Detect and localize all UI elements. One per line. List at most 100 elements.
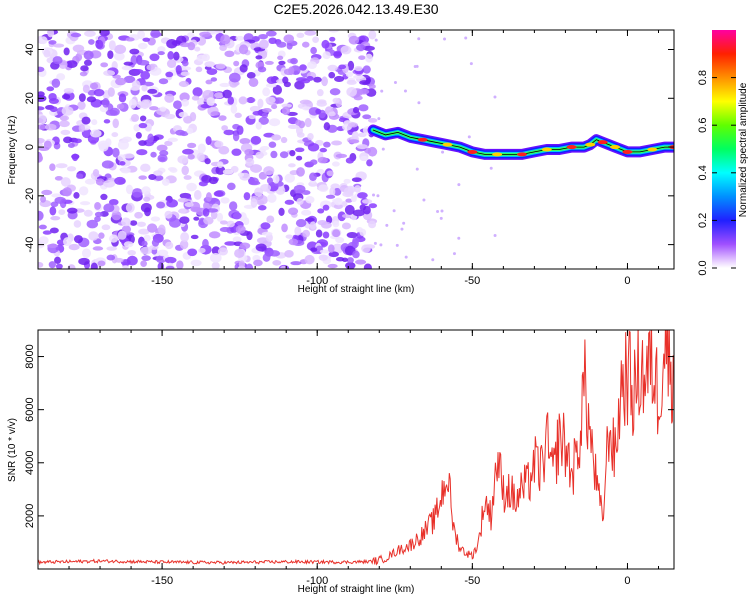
noise-dot: [111, 132, 119, 138]
noise-dot: [238, 96, 248, 105]
noise-dot: [87, 89, 96, 96]
noise-dot: [233, 60, 240, 67]
noise-dot: [205, 79, 213, 85]
noise-dot: [80, 65, 89, 72]
noise-dot: [202, 238, 209, 249]
sparse-dot: [440, 209, 444, 213]
spectrogram-frame: [37, 29, 675, 270]
noise-dot: [147, 133, 154, 143]
noise-dot: [234, 248, 245, 258]
sparse-dot: [493, 95, 497, 99]
noise-dot: [335, 237, 345, 244]
noise-dot: [81, 116, 91, 125]
noise-dot: [208, 176, 219, 185]
noise-dot: [368, 30, 377, 40]
noise-dot: [322, 231, 330, 239]
spectrogram-panel: -150 -100 -50 0 -40 -20 0 20 40 Height of strai…: [7, 29, 675, 295]
noise-dot: [190, 259, 202, 267]
noise-dot: [227, 96, 235, 105]
spectrogram-ytick-label: 20: [24, 92, 36, 104]
noise-dot: [49, 227, 59, 234]
noise-dot: [100, 193, 108, 201]
spectrogram-ytick-label: 0: [24, 144, 36, 150]
noise-dot: [315, 108, 322, 115]
noise-dot: [178, 208, 187, 214]
noise-dot: [38, 152, 43, 163]
noise-dot: [325, 194, 336, 199]
noise-dot: [265, 83, 277, 88]
noise-dot: [175, 64, 182, 75]
noise-dot: [134, 211, 143, 219]
noise-dot: [323, 122, 331, 131]
noise-dot: [179, 92, 190, 102]
spectrogram-xtick-label: 0: [624, 275, 630, 287]
noise-dot: [321, 39, 330, 49]
noise-dot: [331, 243, 344, 254]
noise-dot: [234, 112, 242, 118]
noise-dot: [331, 161, 340, 167]
noise-dot: [266, 177, 274, 185]
noise-dot: [41, 189, 53, 196]
noise-dot: [202, 208, 210, 217]
sparse-dot: [457, 236, 461, 240]
noise-dot: [301, 106, 312, 111]
noise-dot: [258, 33, 268, 40]
noise-dot: [288, 66, 295, 76]
noise-dot: [182, 148, 194, 155]
noise-dot: [179, 239, 189, 250]
noise-dot: [67, 142, 75, 148]
noise-dot: [211, 261, 220, 269]
noise-dot: [47, 30, 55, 38]
noise-dot: [121, 65, 133, 71]
signal-peak: [541, 147, 552, 152]
noise-dot: [43, 49, 51, 58]
signal-peak: [467, 149, 478, 154]
noise-dot: [38, 224, 47, 230]
noise-dot: [184, 202, 194, 208]
noise-dot: [177, 155, 189, 164]
colorbar-gradient: [712, 30, 736, 268]
noise-dot: [218, 115, 227, 121]
snr-xtick-label: 0: [624, 575, 630, 587]
sparse-dot: [377, 117, 381, 121]
noise-dot: [205, 136, 212, 146]
noise-dot: [154, 175, 164, 181]
noise-dot: [307, 142, 320, 152]
noise-dot: [259, 39, 269, 50]
noise-dot: [49, 106, 58, 113]
noise-dot: [288, 163, 296, 168]
noise-dot: [220, 197, 230, 204]
colorbar-tick-label: 0.8: [697, 70, 709, 85]
noise-dot: [143, 234, 151, 242]
noise-dot: [131, 80, 141, 90]
snr-panel: -150 -100 -50 0 2000 4000 6000 8000 Height of …: [7, 329, 675, 595]
noise-region: [38, 30, 497, 269]
noise-dot: [157, 46, 166, 53]
noise-dot: [304, 117, 312, 128]
noise-dot: [182, 60, 189, 67]
snr-ytick-label: 4000: [24, 451, 36, 475]
noise-dot: [312, 36, 319, 43]
sparse-dot: [417, 37, 421, 41]
noise-dot: [316, 100, 328, 107]
noise-dot: [123, 75, 136, 84]
noise-dot: [355, 259, 367, 265]
noise-dot: [224, 50, 235, 58]
noise-dot: [362, 45, 375, 51]
noise-dot: [328, 111, 336, 117]
noise-dot: [38, 236, 49, 245]
noise-dot: [140, 202, 152, 213]
noise-dot: [357, 192, 368, 199]
noise-dot: [348, 35, 360, 45]
noise-dot: [40, 195, 47, 203]
noise-dot: [103, 180, 116, 188]
noise-dot: [135, 132, 142, 139]
noise-dot: [101, 98, 110, 108]
spectrogram-x-axis: -150 -100 -50 0: [37, 30, 659, 287]
noise-dot: [299, 99, 312, 105]
sparse-dot: [402, 221, 406, 225]
noise-dot: [262, 108, 272, 113]
noise-dot: [290, 57, 298, 65]
noise-dot: [141, 84, 148, 92]
noise-dot: [137, 30, 145, 40]
